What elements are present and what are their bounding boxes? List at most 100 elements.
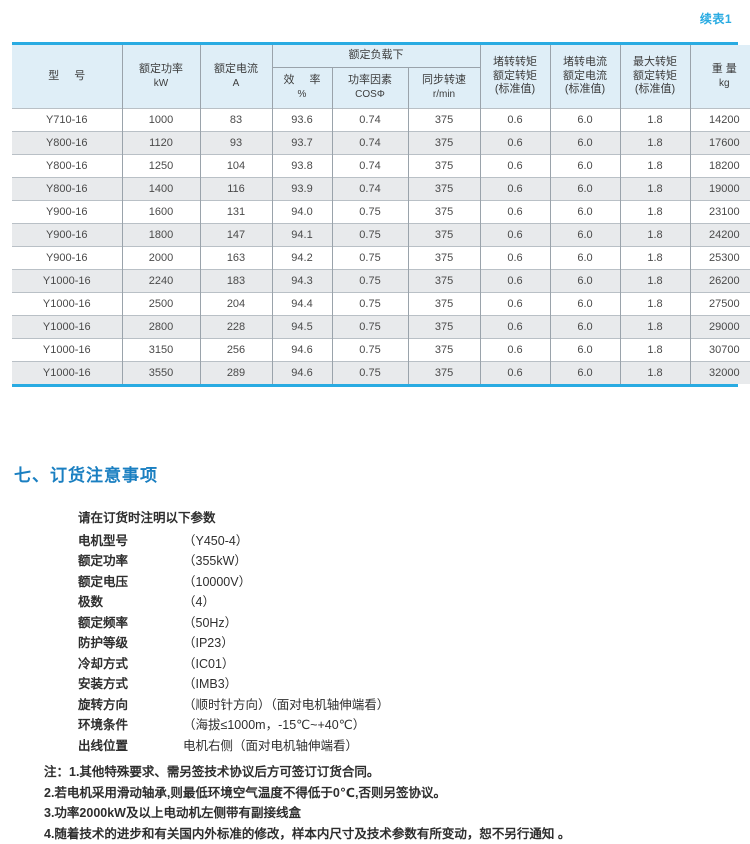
ordering-parameter-row: 环境条件（海拔≤1000m，-15℃~+40℃） xyxy=(78,715,750,736)
table-cell: 6.0 xyxy=(550,339,620,362)
ordering-parameter-list: 电机型号（Y450-4）额定功率（355kW）额定电压（10000V）极数（4）… xyxy=(78,531,750,757)
table-cell: Y1000-16 xyxy=(12,270,122,293)
table-cell: Y800-16 xyxy=(12,132,122,155)
table-cell: 93.8 xyxy=(272,155,332,178)
table-cell: 1.8 xyxy=(620,178,690,201)
table-cell: 256 xyxy=(200,339,272,362)
table-cell: 6.0 xyxy=(550,132,620,155)
ordering-parameter-row: 安装方式（IMB3） xyxy=(78,674,750,695)
table-cell: 0.75 xyxy=(332,362,408,385)
table-cell: 94.1 xyxy=(272,224,332,247)
ordering-parameter-row: 冷却方式（IC01） xyxy=(78,654,750,675)
ordering-parameter-value: （IMB3） xyxy=(183,674,237,695)
col-header-rated-load-group: 额定负载下 xyxy=(272,45,480,68)
col-header-efficiency: 效 率 % xyxy=(272,68,332,109)
ordering-parameter-label: 防护等级 xyxy=(78,633,183,654)
table-cell: 0.75 xyxy=(332,224,408,247)
table-cell: 289 xyxy=(200,362,272,385)
table-cell: 0.6 xyxy=(480,178,550,201)
ordering-parameter-row: 额定功率（355kW） xyxy=(78,551,750,572)
table-cell: 17600 xyxy=(690,132,750,155)
col-header-max-torque: 最大转矩 额定转矩 (标准值) xyxy=(620,45,690,109)
table-cell: 1.8 xyxy=(620,293,690,316)
col-header-rated-power-label: 额定功率 xyxy=(123,63,200,77)
ordering-parameter-value: （10000V） xyxy=(183,572,251,593)
col-header-locked-current-l2: 额定电流 xyxy=(551,70,620,84)
table-cell: 0.6 xyxy=(480,362,550,385)
table-cell: 0.6 xyxy=(480,132,550,155)
table-cell: 375 xyxy=(408,201,480,224)
col-header-power-factor-unit: COSΦ xyxy=(333,89,408,102)
col-header-locked-current-l1: 堵转电流 xyxy=(551,56,620,70)
table-cell: Y800-16 xyxy=(12,155,122,178)
ordering-parameters-block: 请在订货时注明以下参数 电机型号（Y450-4）额定功率（355kW）额定电压（… xyxy=(78,508,750,756)
header-row-top: 型 号 额定功率 kW 额定电流 A 额定负载下 堵转转矩 额定转矩 (标准值) xyxy=(12,45,750,68)
table-cell: 29000 xyxy=(690,316,750,339)
table-cell: 228 xyxy=(200,316,272,339)
table-cell: 83 xyxy=(200,109,272,132)
col-header-efficiency-label: 效 率 xyxy=(273,74,332,88)
table-cell: 1.8 xyxy=(620,224,690,247)
table-cell: 0.75 xyxy=(332,247,408,270)
table-cell: 375 xyxy=(408,270,480,293)
table-cell: 0.6 xyxy=(480,109,550,132)
table-cell: 0.75 xyxy=(332,270,408,293)
table-cell: 30700 xyxy=(690,339,750,362)
col-header-locked-torque: 堵转转矩 额定转矩 (标准值) xyxy=(480,45,550,109)
table-cell: 1000 xyxy=(122,109,200,132)
table-cell: 94.2 xyxy=(272,247,332,270)
table-cell: 1.8 xyxy=(620,316,690,339)
table-cell: 104 xyxy=(200,155,272,178)
note-line: 注：1.其他特殊要求、需另签技术协议后方可签订订货合同。 xyxy=(44,762,750,783)
ordering-parameter-value: （IC01） xyxy=(183,654,234,675)
table-cell: 2800 xyxy=(122,316,200,339)
ordering-parameter-label: 冷却方式 xyxy=(78,654,183,675)
table-cell: 94.0 xyxy=(272,201,332,224)
table-cell: 24200 xyxy=(690,224,750,247)
ordering-parameter-value: （海拔≤1000m，-15℃~+40℃） xyxy=(183,715,365,736)
table-cell: Y800-16 xyxy=(12,178,122,201)
table-cell: 0.6 xyxy=(480,293,550,316)
table-cell: 0.74 xyxy=(332,109,408,132)
table-cell: 6.0 xyxy=(550,109,620,132)
table-cell: 375 xyxy=(408,132,480,155)
table-cell: 375 xyxy=(408,155,480,178)
table-cell: 3150 xyxy=(122,339,200,362)
col-header-locked-torque-l3: (标准值) xyxy=(481,83,550,97)
table-cell: 375 xyxy=(408,293,480,316)
col-header-rated-current-unit: A xyxy=(201,78,272,91)
table-cell: Y900-16 xyxy=(12,201,122,224)
col-header-locked-torque-l2: 额定转矩 xyxy=(481,70,550,84)
col-header-power-factor-label: 功率因素 xyxy=(333,74,408,88)
continuation-label-row: 续表1 xyxy=(0,0,750,28)
col-header-weight-unit: kg xyxy=(691,78,750,91)
table-cell: 183 xyxy=(200,270,272,293)
table-cell: 23100 xyxy=(690,201,750,224)
table-cell: 6.0 xyxy=(550,362,620,385)
table-cell: Y1000-16 xyxy=(12,316,122,339)
table-cell: 0.75 xyxy=(332,201,408,224)
col-header-efficiency-unit: % xyxy=(273,89,332,102)
ordering-parameter-row: 旋转方向（顺时针方向）（面对电机轴伸端看） xyxy=(78,695,750,716)
table-cell: 163 xyxy=(200,247,272,270)
note-line: 3.功率2000kW及以上电动机左侧带有副接线盒 xyxy=(44,803,750,824)
table-cell: 1400 xyxy=(122,178,200,201)
ordering-parameter-row: 电机型号（Y450-4） xyxy=(78,531,750,552)
table-cell: 14200 xyxy=(690,109,750,132)
motor-spec-table: 型 号 额定功率 kW 额定电流 A 额定负载下 堵转转矩 额定转矩 (标准值) xyxy=(12,45,750,384)
col-header-power-factor: 功率因素 COSΦ xyxy=(332,68,408,109)
table-cell: 0.75 xyxy=(332,339,408,362)
table-cell: 0.6 xyxy=(480,270,550,293)
col-header-locked-current-l3: (标准值) xyxy=(551,83,620,97)
table-header: 型 号 额定功率 kW 额定电流 A 额定负载下 堵转转矩 额定转矩 (标准值) xyxy=(12,45,750,109)
table-cell: 375 xyxy=(408,339,480,362)
table-cell: 1.8 xyxy=(620,362,690,385)
table-cell: 94.5 xyxy=(272,316,332,339)
table-cell: Y1000-16 xyxy=(12,293,122,316)
ordering-parameter-value: （IP23） xyxy=(183,633,234,654)
